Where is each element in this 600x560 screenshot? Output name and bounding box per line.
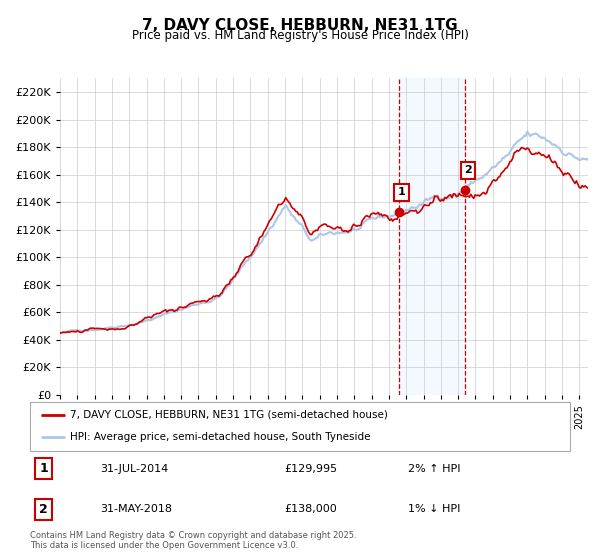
Text: Contains HM Land Registry data © Crown copyright and database right 2025.
This d: Contains HM Land Registry data © Crown c… [30, 531, 356, 550]
Text: 7, DAVY CLOSE, HEBBURN, NE31 1TG: 7, DAVY CLOSE, HEBBURN, NE31 1TG [142, 18, 458, 33]
Text: £129,995: £129,995 [284, 464, 337, 474]
Text: 7, DAVY CLOSE, HEBBURN, NE31 1TG (semi-detached house): 7, DAVY CLOSE, HEBBURN, NE31 1TG (semi-d… [71, 410, 388, 420]
Text: £138,000: £138,000 [284, 505, 337, 514]
Text: 1% ↓ HPI: 1% ↓ HPI [408, 505, 460, 514]
Bar [399, 78, 466, 395]
Text: 31-MAY-2018: 31-MAY-2018 [100, 505, 172, 514]
FancyBboxPatch shape [30, 402, 570, 451]
Text: 1: 1 [39, 462, 48, 475]
Text: 2% ↑ HPI: 2% ↑ HPI [408, 464, 461, 474]
Text: 31-JUL-2014: 31-JUL-2014 [100, 464, 169, 474]
Text: 1: 1 [398, 188, 406, 198]
Text: 2: 2 [39, 503, 48, 516]
Text: Price paid vs. HM Land Registry's House Price Index (HPI): Price paid vs. HM Land Registry's House … [131, 29, 469, 42]
Text: 2: 2 [464, 165, 472, 175]
Text: HPI: Average price, semi-detached house, South Tyneside: HPI: Average price, semi-detached house,… [71, 432, 371, 442]
